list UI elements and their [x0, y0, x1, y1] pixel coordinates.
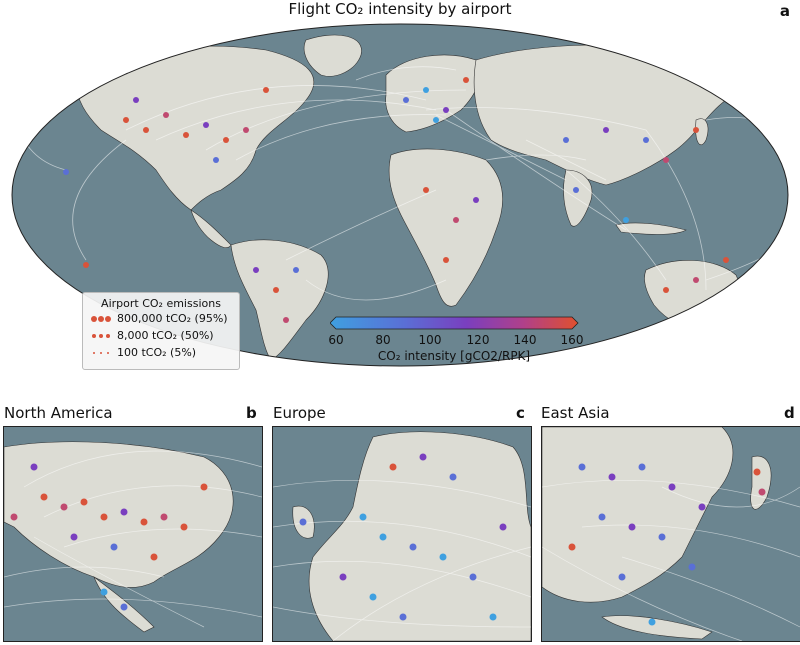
colorbar-tick: 60	[328, 333, 344, 347]
colorbar-label: CO₂ intensity [gCO2/RPK]	[377, 349, 531, 363]
panel-b-label: b	[246, 404, 257, 422]
colorbar	[330, 316, 579, 330]
colorbar-ticks: 60 80 100 120 140 160	[328, 333, 583, 347]
colorbar-tick: 80	[375, 333, 391, 347]
emissions-legend: Airport CO₂ emissions 800,000 tCO₂ (95%)…	[82, 292, 240, 370]
airport-points	[63, 77, 729, 323]
panel-c-label: c	[516, 404, 525, 422]
legend-item-small: 100 tCO₂ (5%)	[83, 344, 239, 361]
panel-d-label: d	[784, 404, 795, 422]
east-asia-map	[541, 426, 800, 642]
colorbar-tick: 160	[560, 333, 584, 347]
north-america-map	[3, 426, 263, 642]
panel-c-title: Europe	[273, 404, 326, 422]
legend-item-medium: 8,000 tCO₂ (50%)	[83, 327, 239, 344]
colorbar-tick: 140	[513, 333, 537, 347]
legend-dots-small	[89, 348, 111, 358]
panel-a-label: a	[779, 2, 790, 20]
legend-label-medium: 8,000 tCO₂ (50%)	[117, 329, 214, 342]
figure-title: Flight CO₂ intensity by airport	[288, 0, 512, 18]
legend-item-large: 800,000 tCO₂ (95%)	[83, 310, 239, 327]
colorbar-tick: 100	[418, 333, 442, 347]
legend-label-large: 800,000 tCO₂ (95%)	[117, 312, 228, 325]
panel-d-title: East Asia	[541, 404, 610, 422]
panel-b-title: North America	[4, 404, 113, 422]
colorbar-tick: 120	[466, 333, 490, 347]
legend-dots-large	[89, 314, 111, 324]
legend-title: Airport CO₂ emissions	[101, 297, 221, 310]
world-map	[11, 23, 789, 367]
legend-label-small: 100 tCO₂ (5%)	[117, 346, 197, 359]
europe-map	[272, 426, 532, 642]
legend-dots-medium	[89, 331, 111, 341]
